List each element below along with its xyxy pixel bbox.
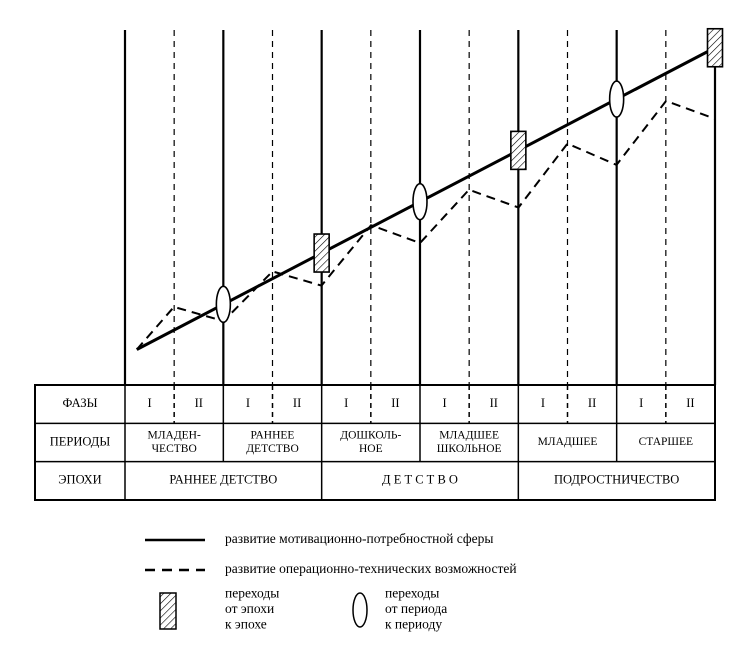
svg-text:развитие операционно-техническ: развитие операционно-технических возможн…	[225, 561, 517, 576]
svg-text:I: I	[541, 396, 545, 410]
svg-text:I: I	[147, 396, 151, 410]
period-cell: МЛАДШЕЕ	[538, 436, 598, 448]
svg-text:СТАРШЕЕ: СТАРШЕЕ	[639, 436, 693, 448]
svg-text:к эпохе: к эпохе	[225, 617, 267, 632]
svg-text:II: II	[391, 396, 399, 410]
period-cell: ДОШКОЛЬ-НОЕ	[340, 430, 401, 455]
phase-cell: II	[391, 396, 399, 410]
svg-text:МЛАДШЕЕ: МЛАДШЕЕ	[538, 436, 598, 448]
period-cell: РАННЕЕДЕТСТВО	[246, 430, 299, 455]
row-label-periods: ПЕРИОДЫ	[50, 434, 111, 448]
epoch-cell: Д Е Т С Т В О	[382, 473, 458, 487]
svg-text:II: II	[490, 396, 498, 410]
row-label-phases: ФАЗЫ	[63, 396, 98, 410]
svg-text:развитие мотивационно-потребно: развитие мотивационно-потребностной сфер…	[225, 531, 493, 546]
svg-text:ЭПОХИ: ЭПОХИ	[58, 473, 101, 487]
svg-text:ДОШКОЛЬ-: ДОШКОЛЬ-	[340, 430, 401, 442]
epoch-cell: РАННЕЕ ДЕТСТВО	[169, 473, 277, 487]
svg-text:ФАЗЫ: ФАЗЫ	[63, 396, 98, 410]
svg-text:МЛАДЕН-: МЛАДЕН-	[147, 430, 201, 442]
phase-cell: I	[541, 396, 545, 410]
svg-text:II: II	[588, 396, 596, 410]
category-table: ФАЗЫПЕРИОДЫЭПОХИIIIIIIIIIIIIIIIIIIМЛАДЕН…	[35, 385, 715, 500]
svg-text:от периода: от периода	[385, 601, 447, 616]
svg-text:РАННЕЕ: РАННЕЕ	[251, 430, 295, 442]
epoch-transition-marker	[314, 234, 329, 272]
epoch-transition-marker	[511, 131, 526, 169]
epoch-transition-marker	[708, 29, 723, 67]
svg-text:ШКОЛЬНОЕ: ШКОЛЬНОЕ	[437, 443, 502, 455]
svg-text:переходы: переходы	[225, 586, 279, 601]
phase-cell: I	[246, 396, 250, 410]
row-label-epochs: ЭПОХИ	[58, 473, 101, 487]
phase-cell: I	[147, 396, 151, 410]
phase-cell: II	[686, 396, 694, 410]
period-cell: СТАРШЕЕ	[639, 436, 693, 448]
legend-ellipse-sample	[353, 593, 367, 627]
legend-hatch-label: переходыот эпохик эпохе	[225, 586, 279, 632]
svg-text:ДЕТСТВО: ДЕТСТВО	[246, 443, 299, 455]
phase-cell: I	[344, 396, 348, 410]
svg-text:МЛАДШЕЕ: МЛАДШЕЕ	[439, 430, 499, 442]
svg-text:I: I	[246, 396, 250, 410]
legend: развитие мотивационно-потребностной сфер…	[145, 531, 517, 632]
svg-text:II: II	[686, 396, 694, 410]
svg-text:переходы: переходы	[385, 586, 439, 601]
svg-text:II: II	[195, 396, 203, 410]
svg-text:Д Е Т С Т В О: Д Е Т С Т В О	[382, 473, 458, 487]
period-transition-marker	[610, 81, 624, 117]
legend-solid-label: развитие мотивационно-потребностной сфер…	[225, 531, 493, 546]
phase-cell: II	[490, 396, 498, 410]
diagram-root: ФАЗЫПЕРИОДЫЭПОХИIIIIIIIIIIIIIIIIIIМЛАДЕН…	[0, 0, 746, 652]
phase-cell: II	[195, 396, 203, 410]
svg-text:ПЕРИОДЫ: ПЕРИОДЫ	[50, 434, 111, 448]
phase-cell: II	[293, 396, 301, 410]
period-cell: МЛАДЕН-ЧЕСТВО	[147, 430, 201, 455]
phase-cell: I	[639, 396, 643, 410]
period-cell: МЛАДШЕЕШКОЛЬНОЕ	[437, 430, 502, 455]
phase-cell: II	[588, 396, 596, 410]
svg-text:к периоду: к периоду	[385, 617, 442, 632]
svg-text:I: I	[344, 396, 348, 410]
svg-text:РАННЕЕ ДЕТСТВО: РАННЕЕ ДЕТСТВО	[169, 473, 277, 487]
period-transition-marker	[413, 184, 427, 220]
svg-text:I: I	[639, 396, 643, 410]
svg-text:от эпохи: от эпохи	[225, 601, 274, 616]
phase-cell: I	[442, 396, 446, 410]
svg-text:I: I	[442, 396, 446, 410]
legend-hatch-sample	[160, 593, 176, 629]
legend-ellipse-label: переходыот периодак периоду	[385, 586, 447, 632]
legend-dashed-label: развитие операционно-технических возможн…	[225, 561, 517, 576]
svg-text:ПОДРОСТНИЧЕСТВО: ПОДРОСТНИЧЕСТВО	[554, 473, 679, 487]
svg-text:НОЕ: НОЕ	[359, 443, 383, 455]
svg-text:ЧЕСТВО: ЧЕСТВО	[152, 443, 197, 455]
epoch-cell: ПОДРОСТНИЧЕСТВО	[554, 473, 679, 487]
svg-text:II: II	[293, 396, 301, 410]
period-transition-marker	[216, 286, 230, 322]
